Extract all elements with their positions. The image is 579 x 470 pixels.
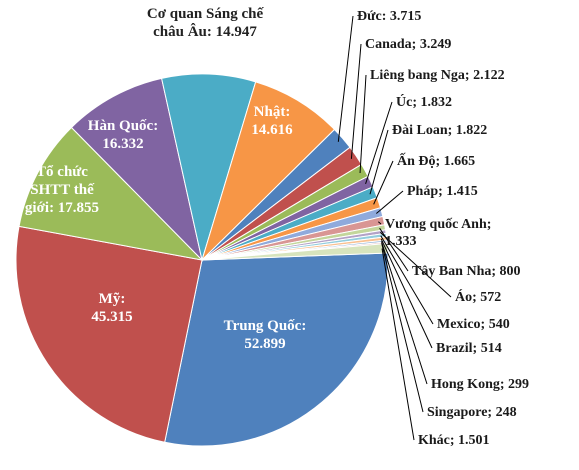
- leader-line-7: [350, 43, 362, 159]
- data-label-20: Khác; 1.501: [418, 433, 490, 448]
- leader-line-13: [377, 221, 382, 225]
- data-label-17: Brazil; 514: [436, 341, 502, 356]
- leader-line-17: [380, 238, 433, 349]
- data-label-11: Ấn Độ; 1.665: [397, 152, 475, 169]
- data-label-15: Áo; 572: [455, 288, 501, 305]
- pie-slice-0: [164, 252, 389, 447]
- data-label-12: Pháp; 1.415: [407, 184, 478, 199]
- leader-line-15: [379, 232, 452, 298]
- leader-line-9: [365, 101, 393, 185]
- data-label-6: Đức: 3.715: [357, 9, 421, 24]
- leader-line-16: [380, 235, 434, 325]
- data-label-1: Mỹ: 45.315: [91, 291, 132, 325]
- data-label-19: Singapore; 248: [427, 405, 517, 420]
- data-label-9: Úc; 1.832: [396, 93, 452, 110]
- data-label-16: Mexico; 540: [437, 317, 510, 332]
- data-label-14: Tây Ban Nha; 800: [412, 264, 521, 279]
- data-label-10: Đài Loan; 1.822: [392, 123, 487, 138]
- pie-slice-4: [161, 73, 257, 262]
- pie-slice-2: [18, 126, 204, 261]
- data-label-7: Canada; 3.249: [365, 37, 451, 52]
- data-label-3: Hàn Quốc: 16.332: [88, 118, 158, 152]
- leader-line-19: [381, 243, 424, 413]
- pie-slice-1: [15, 225, 203, 443]
- leader-line-8: [359, 74, 367, 174]
- leader-line-12: [376, 190, 404, 214]
- pie-slice-5: [201, 81, 336, 261]
- leader-line-10: [369, 129, 389, 195]
- data-label-2: Tổ chức SHTT thế giới: 17.855: [25, 164, 99, 216]
- pie-slice-3: [70, 77, 203, 262]
- data-label-13: Vương quốc Anh; 1.333: [385, 217, 491, 249]
- leader-line-11: [373, 160, 394, 205]
- data-label-0: Trung Quốc: 52.899: [224, 318, 307, 352]
- leader-line-20: [381, 248, 415, 441]
- leader-line-14: [379, 227, 409, 272]
- data-label-18: Hong Kong; 299: [431, 377, 529, 392]
- leader-line-6: [337, 15, 354, 142]
- data-label-4: Cơ quan Sáng chế châu Âu: 14.947: [147, 6, 265, 40]
- data-label-5: Nhật: 14.616: [251, 104, 293, 138]
- leader-line-18: [380, 241, 428, 385]
- data-label-8: Liêng bang Nga; 2.122: [370, 68, 505, 83]
